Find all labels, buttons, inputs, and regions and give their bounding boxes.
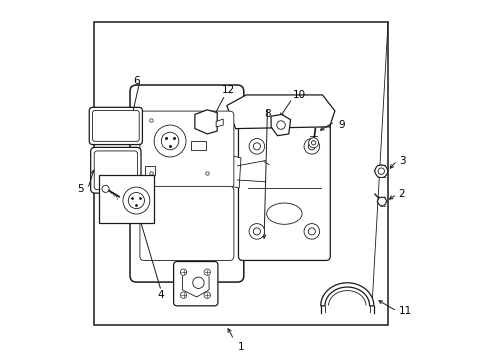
Circle shape [248,139,264,154]
Bar [94,22,387,325]
FancyBboxPatch shape [90,147,141,193]
Text: 5: 5 [77,184,84,194]
Text: 9: 9 [338,120,345,130]
FancyBboxPatch shape [140,186,233,260]
Ellipse shape [266,203,302,224]
Circle shape [180,269,186,275]
Text: 8: 8 [264,109,270,120]
FancyBboxPatch shape [89,107,142,145]
FancyBboxPatch shape [238,121,329,260]
Circle shape [248,224,264,239]
Text: 11: 11 [398,306,411,316]
FancyBboxPatch shape [130,85,244,282]
Circle shape [374,165,387,177]
Circle shape [203,269,210,275]
Polygon shape [270,114,290,136]
Circle shape [161,132,179,150]
Polygon shape [221,154,241,188]
Bar [191,141,205,150]
FancyBboxPatch shape [140,111,233,188]
Text: 6: 6 [133,76,140,86]
Text: 12: 12 [222,85,235,95]
Circle shape [128,193,144,209]
Text: 10: 10 [292,90,305,100]
Circle shape [102,185,109,192]
Text: 1: 1 [237,342,244,352]
Circle shape [304,224,319,239]
Circle shape [304,139,319,154]
Bar [99,175,154,222]
Text: 4: 4 [158,290,164,300]
Polygon shape [226,95,334,129]
Circle shape [253,228,260,235]
Circle shape [192,277,203,288]
Circle shape [276,121,285,129]
Text: 2: 2 [398,189,405,199]
Circle shape [311,141,315,145]
Circle shape [307,143,315,150]
Circle shape [377,168,384,174]
Circle shape [308,138,318,148]
Polygon shape [195,110,217,134]
Bar [145,166,155,175]
Circle shape [253,143,260,150]
Circle shape [154,125,185,157]
Circle shape [377,197,386,206]
Circle shape [180,292,186,298]
FancyBboxPatch shape [173,261,218,306]
Polygon shape [216,119,223,127]
Circle shape [122,187,149,214]
Text: 3: 3 [398,156,405,166]
Text: 7: 7 [195,290,202,300]
Circle shape [307,228,315,235]
Circle shape [203,292,210,298]
FancyBboxPatch shape [94,151,137,190]
Polygon shape [320,283,373,306]
FancyBboxPatch shape [92,111,139,141]
